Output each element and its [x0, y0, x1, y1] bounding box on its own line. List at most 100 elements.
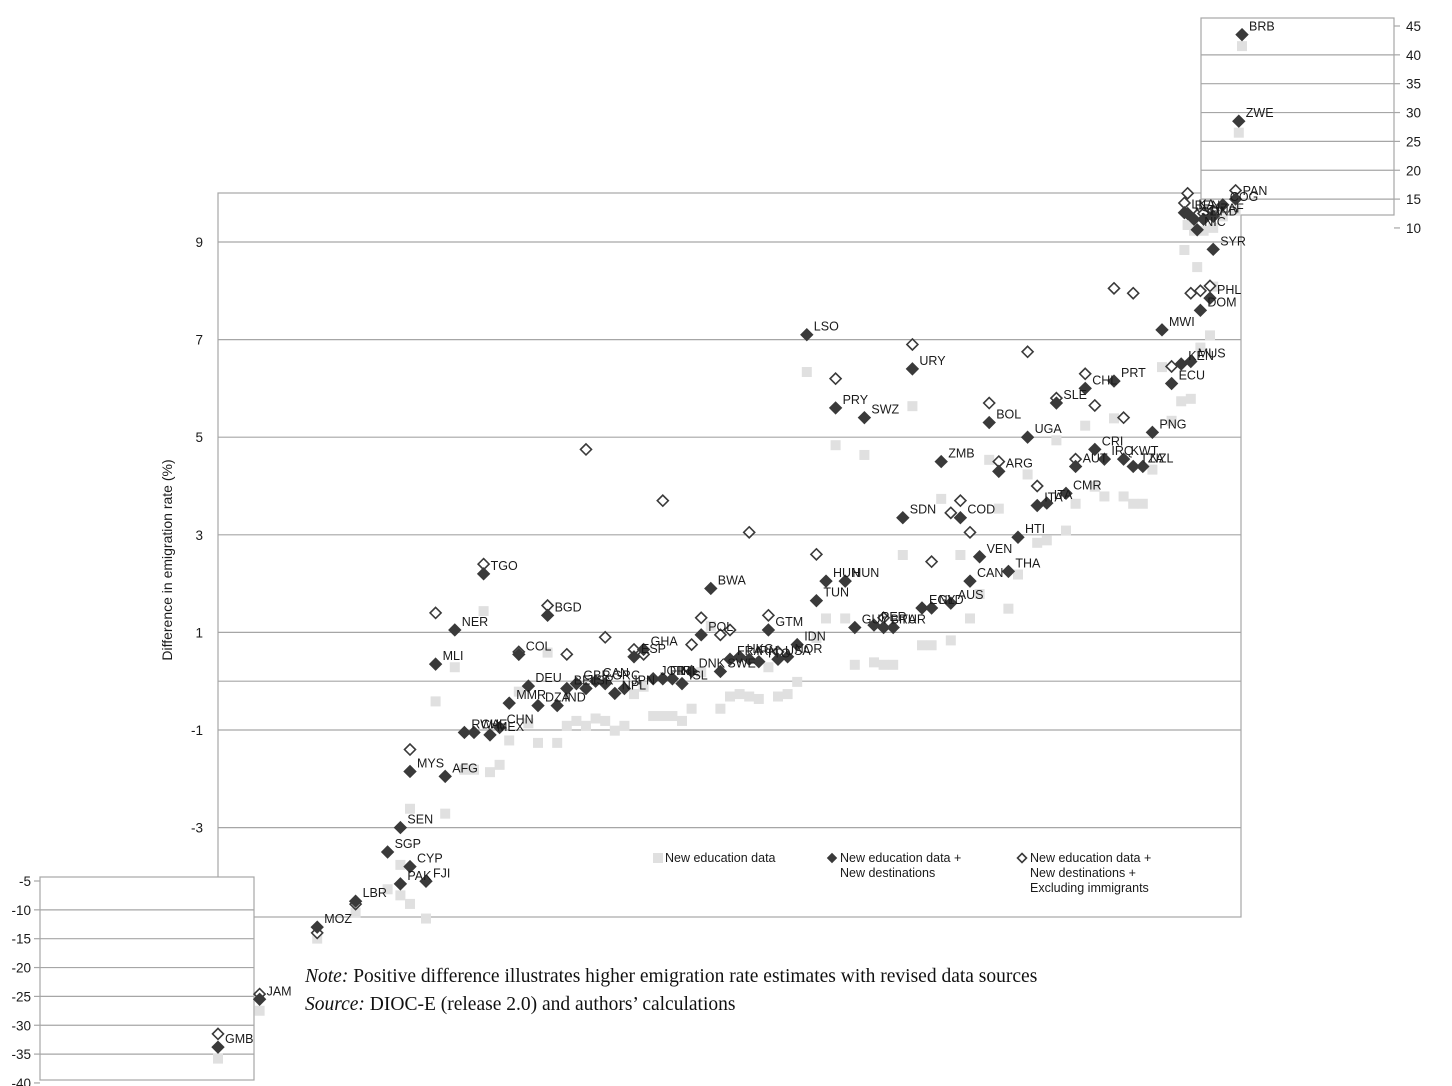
- new-education-point: [638, 681, 649, 692]
- new-destinations-point: [380, 845, 395, 859]
- excluding-immigrants-point: [1020, 345, 1035, 359]
- point-label: BOL: [996, 408, 1021, 422]
- point-label: AUT: [1083, 451, 1108, 465]
- point-label: HUN: [852, 566, 879, 580]
- top-inset-plot-area: 45 40 35 30 25 20 15 10: [1200, 17, 1421, 236]
- new-education-point: [677, 715, 687, 726]
- point-label: GMB: [225, 1032, 253, 1046]
- new-education-point: [213, 1053, 223, 1064]
- new-education-point: [1099, 491, 1110, 502]
- new-destinations-point: [1049, 396, 1064, 410]
- new-education-point: [1013, 569, 1023, 580]
- new-destinations-point: [1193, 303, 1208, 318]
- legend-label: New education data: [665, 851, 776, 865]
- y-tick-label: 5: [195, 430, 203, 445]
- y-tick-label: -30: [11, 1018, 31, 1033]
- new-destinations-point: [636, 642, 651, 657]
- new-destinations-point: [886, 620, 900, 635]
- y-tick-label: 30: [1406, 106, 1421, 121]
- new-education-point: [600, 715, 611, 726]
- point-label: NLD: [939, 593, 964, 607]
- excluding-immigrants-point: [742, 525, 756, 539]
- y-tick-label: -15: [11, 932, 31, 947]
- new-destinations-point: [438, 769, 452, 784]
- y-tick-label: -40: [11, 1076, 31, 1086]
- chart-note: Note: Positive difference illustrates hi…: [305, 966, 1037, 988]
- y-tick-label: -1: [191, 723, 203, 738]
- point-label: CYP: [417, 852, 443, 866]
- point-label: KWT: [1131, 444, 1159, 458]
- new-destinations-point: [1030, 498, 1044, 513]
- point-label: AFG: [452, 761, 478, 775]
- excluding-immigrants-point: [1184, 286, 1198, 300]
- point-label: FIN: [670, 664, 690, 678]
- new-destinations-point: [1164, 376, 1179, 391]
- point-label: HND: [1211, 204, 1238, 218]
- legend-swatch: [1016, 852, 1028, 864]
- point-label: ISL: [689, 669, 708, 683]
- y-tick-label: 35: [1406, 77, 1421, 92]
- new-destinations-series: [211, 27, 1249, 1054]
- new-education-point: [926, 640, 937, 651]
- new-education-point: [619, 720, 630, 731]
- y-axis-label: Difference in emigration rate (%): [159, 459, 175, 660]
- point-label: VEN: [987, 542, 1013, 556]
- new-destinations-point: [819, 574, 833, 588]
- point-label: LKA: [1191, 198, 1215, 212]
- new-destinations-point: [867, 618, 881, 632]
- point-label: URY: [919, 354, 946, 368]
- new-education-point: [763, 662, 774, 673]
- point-label: ITA: [1054, 488, 1073, 502]
- point-label: HUN: [833, 566, 860, 580]
- legend-label: New destinations +: [1030, 866, 1136, 880]
- new-destinations-point: [972, 550, 987, 564]
- point-label: COL: [526, 639, 552, 653]
- new-destinations-point: [1187, 212, 1201, 227]
- point-label: PRT: [1121, 366, 1146, 380]
- point-label: MLI: [443, 649, 464, 663]
- new-destinations-point: [1235, 27, 1249, 42]
- y-tick-label: -35: [11, 1047, 31, 1062]
- point-label: GUY: [862, 613, 890, 627]
- new-destinations-point: [1190, 223, 1204, 237]
- new-education-point: [469, 764, 479, 775]
- point-label: UGA: [1035, 422, 1063, 436]
- new-destinations-point: [419, 874, 433, 888]
- new-education-point: [1032, 537, 1043, 548]
- excluding-immigrants-point: [828, 372, 843, 386]
- point-label: BEL: [574, 674, 598, 688]
- y-tick-label: 10: [1406, 221, 1421, 236]
- new-destinations-point: [809, 593, 824, 608]
- point-label: ECU: [1179, 369, 1205, 383]
- point-label: MUS: [1198, 347, 1226, 361]
- new-destinations-point: [598, 676, 612, 691]
- new-destinations-point: [1216, 198, 1230, 212]
- excluding-immigrants-point: [598, 630, 612, 644]
- excluding-immigrants-point: [1126, 286, 1140, 300]
- point-label: TGO: [491, 559, 518, 573]
- new-education-series: [213, 41, 1247, 1064]
- new-education-point: [405, 803, 415, 814]
- point-label: AUS: [958, 588, 984, 602]
- new-destinations-point: [403, 859, 417, 874]
- new-education-point: [1061, 525, 1071, 536]
- new-destinations-point: [1203, 291, 1217, 305]
- new-education-point: [945, 635, 956, 646]
- point-label: EGY: [929, 593, 956, 607]
- new-destinations-point: [1020, 430, 1035, 444]
- new-destinations-point: [953, 511, 968, 525]
- new-education-point: [513, 686, 524, 697]
- point-label: DOM: [1207, 295, 1236, 309]
- new-education-point: [430, 696, 441, 707]
- new-education-point: [811, 632, 822, 643]
- new-education-point: [561, 720, 572, 731]
- new-destinations-point: [492, 720, 507, 735]
- source-text: DIOC-E (release 2.0) and authors’ calcul…: [364, 994, 736, 1015]
- excluding-immigrants-point: [713, 628, 728, 642]
- point-label: SDN: [910, 503, 936, 517]
- point-label: COG: [1230, 190, 1258, 204]
- point-label: NPL: [622, 678, 646, 692]
- new-destinations-point: [457, 725, 472, 740]
- new-education-point: [773, 691, 783, 702]
